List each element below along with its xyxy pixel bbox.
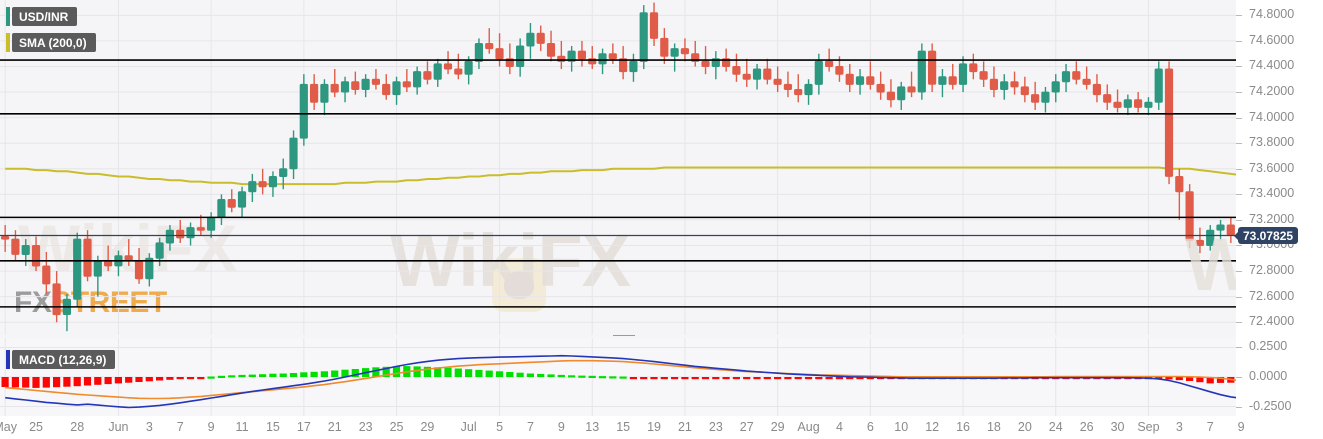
- time-axis-label: 10: [894, 420, 909, 434]
- price-axis-label: 74.0000: [1249, 109, 1295, 124]
- price-axis-label: 74.6000: [1249, 32, 1295, 47]
- legend-sma[interactable]: SMA (200,0): [6, 33, 96, 52]
- price-axis-label: 73.4000: [1249, 186, 1295, 201]
- macd-axis-tick: [1236, 406, 1242, 408]
- price-axis-tick: [1236, 117, 1242, 119]
- time-axis-label: 6: [866, 420, 874, 434]
- time-axis-label: 25: [29, 420, 43, 434]
- time-axis-label: 15: [265, 420, 280, 434]
- time-axis-label: 21: [327, 420, 342, 434]
- time-axis-label: 3: [145, 420, 153, 434]
- legend-symbol[interactable]: USD/INR: [6, 7, 78, 26]
- time-axis-label: 21: [677, 420, 692, 434]
- price-axis-tick: [1236, 168, 1242, 170]
- price-axis-tick: [1236, 143, 1242, 145]
- macd-axis-tick: [1236, 377, 1242, 378]
- legend-macd-label: MACD (12,26,9): [19, 352, 107, 367]
- time-axis-label: 29: [420, 420, 435, 434]
- time-axis-label: Jun: [108, 420, 129, 434]
- time-axis-label: 9: [557, 420, 565, 434]
- time-axis-label: 27: [739, 420, 754, 434]
- price-axis-label: 73.8000: [1249, 135, 1295, 150]
- time-axis-label: Aug: [797, 420, 820, 434]
- time-axis-label: 25: [389, 420, 404, 434]
- macd-axis-label: -0.2500: [1249, 398, 1292, 413]
- time-axis-label: 5: [496, 420, 504, 434]
- time-axis-label: 24: [1048, 420, 1063, 434]
- time-axis-label: 29: [770, 420, 785, 434]
- time-axis-label: 26: [1079, 420, 1094, 434]
- price-axis-tick: [1236, 322, 1242, 324]
- time-axis-label: 9: [207, 420, 215, 434]
- time-axis-label: 17: [296, 420, 311, 434]
- price-axis-label: 73.6000: [1249, 160, 1295, 175]
- price-axis-label: 72.6000: [1249, 288, 1295, 303]
- time-axis-label: 23: [708, 420, 723, 434]
- time-axis-label: 12: [925, 420, 940, 434]
- price-axis-label: 74.4000: [1249, 58, 1295, 73]
- legend-macd-swatch: [6, 350, 10, 369]
- time-axis-label: 11: [235, 420, 249, 434]
- time-axis-label: May: [0, 420, 17, 434]
- time-axis-label: 20: [1017, 420, 1032, 434]
- time-axis-label: 13: [585, 420, 600, 434]
- price-axis-label: 72.4000: [1249, 314, 1295, 329]
- price-axis-tick: [1236, 219, 1242, 221]
- time-axis-label: 16: [956, 420, 970, 434]
- legend-symbol-swatch: [6, 7, 10, 26]
- price-axis-tick: [1236, 40, 1242, 42]
- price-axis-label: 74.8000: [1249, 7, 1295, 22]
- macd-axis-tick: [1236, 347, 1242, 349]
- time-axis-label: 9: [1237, 420, 1245, 434]
- price-axis-tick: [1236, 15, 1242, 17]
- time-axis-label: Sep: [1137, 420, 1160, 434]
- price-axis-tick: [1236, 92, 1242, 94]
- price-axis-tick: [1236, 194, 1242, 196]
- legend-sma-swatch: [6, 33, 10, 52]
- price-axis-label: 74.2000: [1249, 84, 1295, 99]
- legend-sma-label: SMA (200,0): [19, 35, 87, 50]
- time-axis-label: 7: [526, 420, 534, 434]
- time-axis-label: 4: [835, 420, 843, 434]
- time-axis-label: Jul: [460, 420, 477, 434]
- price-axis-tick: [1236, 296, 1242, 298]
- current-price-badge: 73.07825: [1233, 227, 1299, 245]
- time-axis[interactable]: May 25 28 Jun 3 7 9 11 15 17 21 23 25 29 Jul 5 7 9 13 15 19 2…: [0, 416, 1323, 439]
- time-axis-label: 18: [986, 420, 1001, 434]
- price-axis-tick: [1236, 66, 1242, 68]
- price-axis[interactable]: 74.8000 74.6000 74.4000 74.2000 74.0000 73.80…: [1236, 0, 1323, 416]
- macd-axis-label: 0.2500: [1249, 339, 1288, 354]
- time-axis-label: 23: [358, 420, 373, 434]
- legend-macd[interactable]: MACD (12,26,9): [6, 350, 116, 369]
- time-axis-label: 15: [616, 420, 631, 434]
- time-axis-label: 7: [176, 420, 184, 434]
- price-chart-pane[interactable]: WikiFX WikiFX FXSTREET: [0, 0, 1262, 335]
- price-axis-tick: [1236, 271, 1242, 273]
- price-axis-label: 72.8000: [1249, 263, 1295, 278]
- wikifx-logo-badge-center: [492, 258, 546, 312]
- time-axis-label: 28: [70, 420, 85, 434]
- price-series-layer: [0, 0, 1262, 335]
- macd-indicator-pane[interactable]: [0, 338, 1262, 416]
- time-axis-label: 30: [1110, 420, 1125, 434]
- legend-symbol-label: USD/INR: [19, 9, 69, 24]
- price-axis-tick: [1236, 245, 1242, 247]
- time-axis-label: 19: [647, 420, 661, 434]
- time-axis-label: 3: [1175, 420, 1183, 434]
- price-axis-label: 73.2000: [1249, 211, 1295, 226]
- macd-series-layer: [0, 338, 1262, 416]
- time-axis-label: 7: [1206, 420, 1214, 434]
- macd-axis-label: 0.0000: [1249, 369, 1288, 383]
